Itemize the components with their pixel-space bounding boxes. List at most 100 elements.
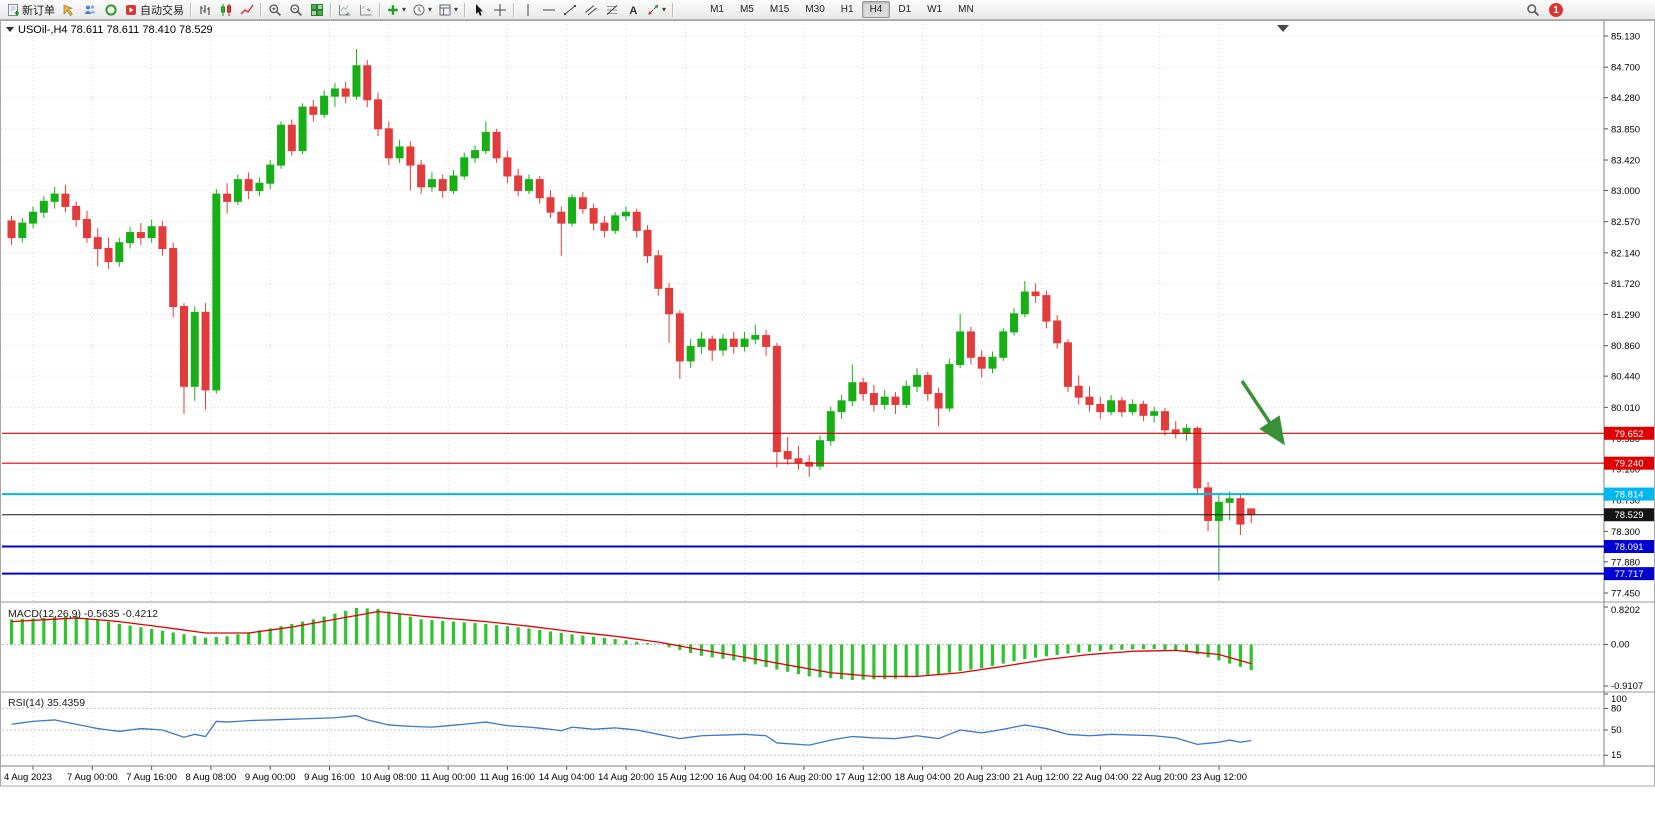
chart-area: 4 Aug 2023 7 Aug 00:00 7 Aug 16:00 8 Aug 08… [0,20,1655,832]
candle-body [589,208,598,224]
candle-body [7,220,16,239]
candle-body [740,338,749,347]
time-axis-label: 7 Aug 16:00 [126,772,177,783]
price-badge [1604,487,1655,501]
candle-body [578,197,587,210]
line-chart-button[interactable] [236,1,257,19]
candle-body [913,374,922,387]
fibonacci-tool-button[interactable] [601,1,622,19]
toolbar-separator [464,2,466,17]
candle-body [611,215,620,231]
toolbar-separator [260,2,261,17]
candle-body [309,106,318,115]
horizontal-line-tool-button[interactable] [538,1,559,19]
macd-axis-label: 0.8202 [1611,605,1640,616]
timeframe-d1[interactable]: D1 [898,4,912,15]
search-icon [1526,3,1540,17]
time-axis-label: 14 Aug 04:00 [539,772,595,783]
price-axis-label: 82.570 [1611,217,1640,228]
candle-body [104,248,113,263]
auto-scroll-button[interactable] [334,1,355,19]
arrows-tool-button[interactable]: ▾ [643,1,669,19]
open-chart-button[interactable] [58,1,79,19]
timeframe-m1[interactable]: M1 [710,4,724,15]
candle-body [697,338,706,347]
candle-body [277,124,285,166]
periods-button[interactable]: ▾ [409,1,435,19]
candle-body [1139,403,1148,416]
candle-body [729,338,738,347]
timeframe-m5[interactable]: M5 [739,4,754,15]
cursor-tool-button[interactable] [468,1,489,19]
rsi-axis-label: 80 [1611,703,1622,714]
macd-label: MACD(12,26,9) -0.5635 -0.4212 [8,608,158,620]
bar-chart-button[interactable] [194,1,215,19]
candle-body [524,179,533,191]
zoom-in-button[interactable] [264,1,285,19]
timeframe-m15[interactable]: M15 [769,4,790,15]
toolbar-separator [513,2,515,17]
symbol-dropdown-icon[interactable] [6,27,14,32]
candle-body [805,461,814,467]
price-badge [1604,508,1655,522]
timeframe-h4[interactable]: H4 [861,1,891,18]
candle-body [966,331,975,358]
toolbar: 新订单 自动交易 ▾ ▾ ▾ A ▾ M1 M5 M15 M30 H1 H4 D1 W1 MN 1 [0,0,1655,20]
arrows-icon [646,3,660,17]
candle-body [1085,396,1094,405]
annotation-arrow[interactable] [1240,380,1285,446]
time-axis-label: 15 Aug 12:00 [657,772,713,783]
chart-shift-marker [1277,25,1289,32]
candle-body [417,164,426,188]
time-axis-label: 16 Aug 20:00 [776,772,832,783]
candle-body [158,226,167,250]
candle-body [880,396,889,405]
dropdown-caret-icon: ▾ [402,4,407,14]
price-axis-label: 80.010 [1611,403,1640,414]
candle-body [557,211,566,224]
price-badge [1604,567,1655,581]
candle-body [61,193,70,207]
price-axis-label: 77.450 [1611,589,1640,600]
timeframe-mn[interactable]: MN [958,4,974,15]
fibonacci-icon [605,3,619,17]
vertical-line-tool-button[interactable] [517,1,538,19]
candle-body [341,88,350,97]
auto-trading-button[interactable]: 自动交易 [121,1,187,19]
tile-windows-button[interactable] [306,1,327,19]
timeframe-h1[interactable]: H1 [840,4,854,15]
search-button[interactable] [1522,1,1543,19]
candle-body [471,150,480,159]
channel-tool-button[interactable] [580,1,601,19]
timeframe-w1[interactable]: W1 [927,4,943,15]
indicators-button[interactable]: ▾ [383,1,409,19]
zoom-out-button[interactable] [285,1,306,19]
rsi-axis-label: 100 [1611,694,1627,705]
candle-body [1020,291,1029,315]
candle-body [1150,411,1159,416]
price-axis-label: 80.860 [1611,341,1640,352]
trendline-tool-button[interactable] [559,1,580,19]
notification-badge[interactable]: 1 [1549,3,1563,17]
candle-body [481,131,490,152]
bar-chart-icon [198,3,212,17]
candle-body [848,382,857,402]
toolbar-button-label: 新订单 [22,4,55,17]
data-window-button[interactable] [100,1,121,19]
candle-body [179,306,188,387]
price-axis-label: 83.000 [1611,186,1640,197]
candle-body [287,124,296,152]
crosshair-tool-button[interactable] [489,1,510,19]
symbol-ohlc-label: USOil-,H4 78.611 78.611 78.410 78.529 [18,24,213,36]
new-order-button[interactable]: 新订单 [3,1,58,19]
templates-button[interactable]: ▾ [435,1,461,19]
profiles-button[interactable] [79,1,100,19]
candle-body [1053,320,1062,344]
text-tool-button[interactable]: A [622,1,643,19]
timeframe-m30[interactable]: M30 [805,4,825,15]
price-chart[interactable]: 4 Aug 2023 7 Aug 00:00 7 Aug 16:00 8 Aug 08… [0,20,1655,832]
chart-shift-button[interactable] [355,1,376,19]
candlestick-chart-button[interactable] [215,1,236,19]
toolbar-separator [190,2,191,17]
